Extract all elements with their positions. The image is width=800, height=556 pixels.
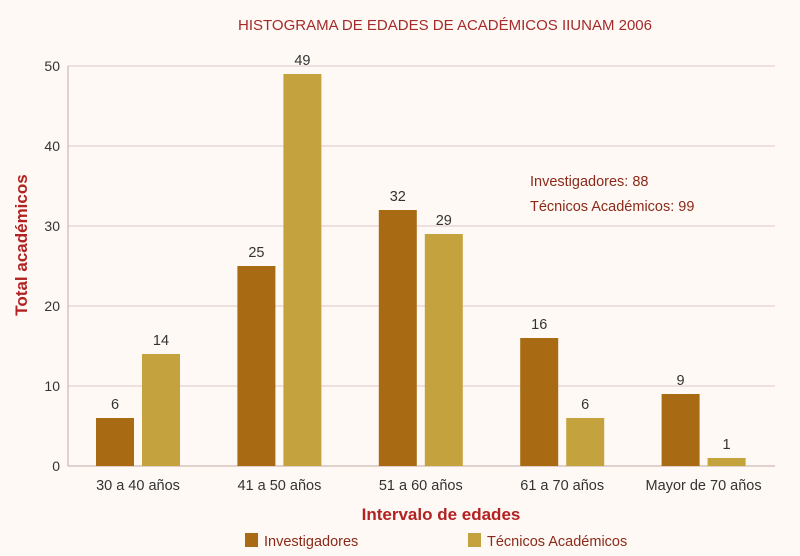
data-label: 14 [153,333,169,349]
legend-swatch [468,533,481,547]
data-label: 1 [723,437,731,453]
y-axis-label: Total académicos [12,174,31,315]
data-label: 29 [436,213,452,229]
y-tick-label: 30 [44,218,60,234]
bar-tecnicos [707,458,746,466]
bar-investigadores [237,266,276,466]
bar-investigadores [378,210,417,466]
data-label: 9 [677,373,685,389]
bar-tecnicos [566,418,605,466]
bar-tecnicos [424,234,463,466]
x-axis-label: Intervalo de edades [362,505,521,524]
data-label: 32 [390,189,406,205]
bar-investigadores [661,394,700,466]
data-label: 25 [248,245,264,261]
legend-label: Investigadores [264,534,358,550]
y-tick-label: 50 [44,58,60,74]
y-tick-label: 20 [44,298,60,314]
bar-tecnicos [142,354,180,466]
bar-investigadores [96,418,134,466]
legend-label: Técnicos Académicos [487,534,627,550]
y-tick-label: 0 [52,458,60,474]
x-tick-label: 41 a 50 años [237,478,321,494]
annotation-tecnicos: Técnicos Académicos: 99 [530,199,694,215]
x-tick-label: 51 a 60 años [379,478,463,494]
data-label: 6 [581,397,589,413]
x-tick-label: 61 a 70 años [520,478,604,494]
x-tick-label: Mayor de 70 años [646,478,762,494]
data-label: 16 [531,317,547,333]
bar-tecnicos [283,74,322,466]
annotation-investigadores: Investigadores: 88 [530,174,649,190]
y-tick-label: 40 [44,138,60,154]
x-tick-label: 30 a 40 años [96,478,180,494]
legend-swatch [245,533,258,547]
y-tick-label: 10 [44,378,60,394]
chart-title: HISTOGRAMA DE EDADES DE ACADÉMICOS IIUNA… [238,17,652,34]
bar-investigadores [520,338,559,466]
data-label: 49 [294,53,310,69]
data-label: 6 [111,397,119,413]
